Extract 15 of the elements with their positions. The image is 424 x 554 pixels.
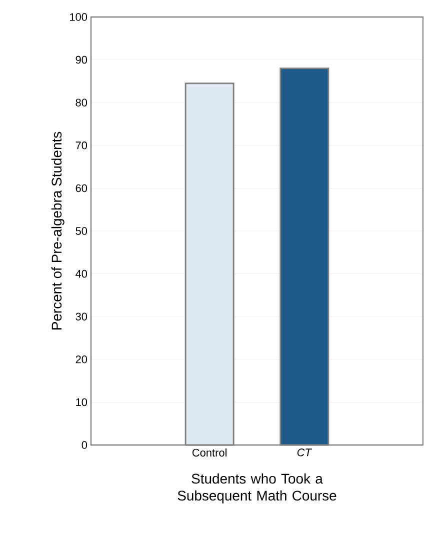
y-tick-label: 100 <box>70 13 88 21</box>
x-tick-label: Control <box>192 448 227 457</box>
x-axis-title: Students who Took a Subsequent Math Course <box>178 473 336 504</box>
y-tick-label: 40 <box>76 270 88 278</box>
y-tick-label: 80 <box>76 98 88 106</box>
x-tick-label: CT <box>298 448 312 456</box>
y-tick-label: 50 <box>76 227 88 235</box>
y-axis-title: Percent of Pre-algebra Students <box>52 132 65 330</box>
y-tick-label: 0 <box>82 441 88 449</box>
y-tick-label: 30 <box>76 312 88 320</box>
y-tick-label: 10 <box>76 398 88 406</box>
y-tick-label: 20 <box>76 356 88 364</box>
y-tick-label: 70 <box>76 142 88 150</box>
y-tick-label: 90 <box>76 56 88 64</box>
y-tick-label: 60 <box>76 184 88 192</box>
